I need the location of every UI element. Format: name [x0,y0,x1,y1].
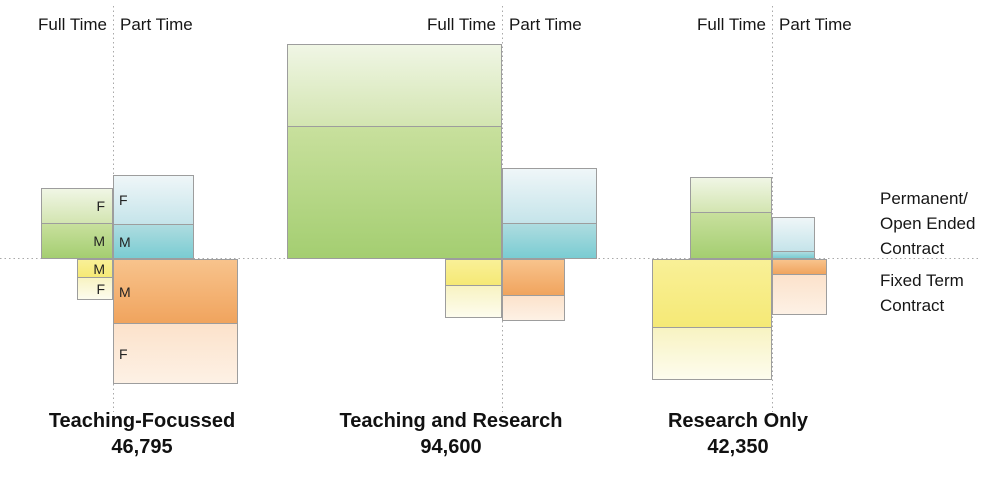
mosaic-segment-M [773,260,826,275]
mosaic-block-yellow [652,259,772,380]
mosaic-segment-M: M [78,260,112,278]
column-label-full-time: Full Time [697,15,766,34]
segment-gender-letter: M [119,283,131,300]
dotted-line-vertical [772,6,773,412]
segment-gender-letter: F [96,280,105,297]
segment-gender-letter: F [96,198,105,214]
mosaic-segment-M: M [42,224,112,258]
mosaic-block-orange [502,259,565,321]
mosaic-segment-F [503,296,564,320]
group-title: Teaching and Research [339,410,563,432]
mosaic-block-orange [772,259,827,315]
column-label-part-time: Part Time [509,15,582,34]
mosaic-segment-F: F [114,176,193,225]
row-label-fixed-term: Fixed Term Contract [880,271,964,315]
mosaic-segment-M [503,260,564,296]
group-title: Teaching-Focussed [48,410,236,432]
group-total: 94,600 [420,436,482,458]
mosaic-segment-M [653,260,771,328]
column-label-full-time: Full Time [38,15,107,34]
mosaic-block-blue [772,217,815,259]
row-label-permanent: Permanent/ Open Ended Contract [880,189,976,258]
mosaic-segment-M [503,224,596,258]
mosaic-segment-F [773,218,814,252]
group-total: 42,350 [707,436,769,458]
column-label-part-time: Part Time [779,15,852,34]
segment-gender-letter: F [119,345,128,362]
group-total: 46,795 [111,436,173,458]
segment-gender-letter: F [119,192,128,208]
column-label-full-time: Full Time [427,15,496,34]
mosaic-segment-F [691,178,771,213]
mosaic-segment-F [653,328,771,379]
mosaic-segment-F: F [78,278,112,299]
mosaic-segment-M [288,127,501,258]
segment-gender-letter: M [93,260,105,277]
mosaic-block-green [690,177,772,259]
segment-gender-letter: M [93,233,105,249]
mosaic-segment-F: F [42,189,112,224]
mosaic-segment-M [691,213,771,258]
mosaic-segment-F [446,286,501,317]
column-label-part-time: Part Time [120,15,193,34]
group-title: Research Only [667,410,809,432]
mosaic-block-blue [502,168,597,259]
mosaic-block-yellow [445,259,502,318]
mosaic-segment-F [773,275,826,314]
segment-gender-letter: M [119,233,131,250]
mosaic-segment-M [446,260,501,286]
mosaic-segment-M [773,252,814,258]
mosaic-segment-F: F [114,324,237,383]
mosaic-segment-M: M [114,225,193,258]
mosaic-block-green [287,44,502,259]
mosaic-segment-M: M [114,260,237,324]
mosaic-segment-F [288,45,501,127]
mosaic-segment-F [503,169,596,224]
